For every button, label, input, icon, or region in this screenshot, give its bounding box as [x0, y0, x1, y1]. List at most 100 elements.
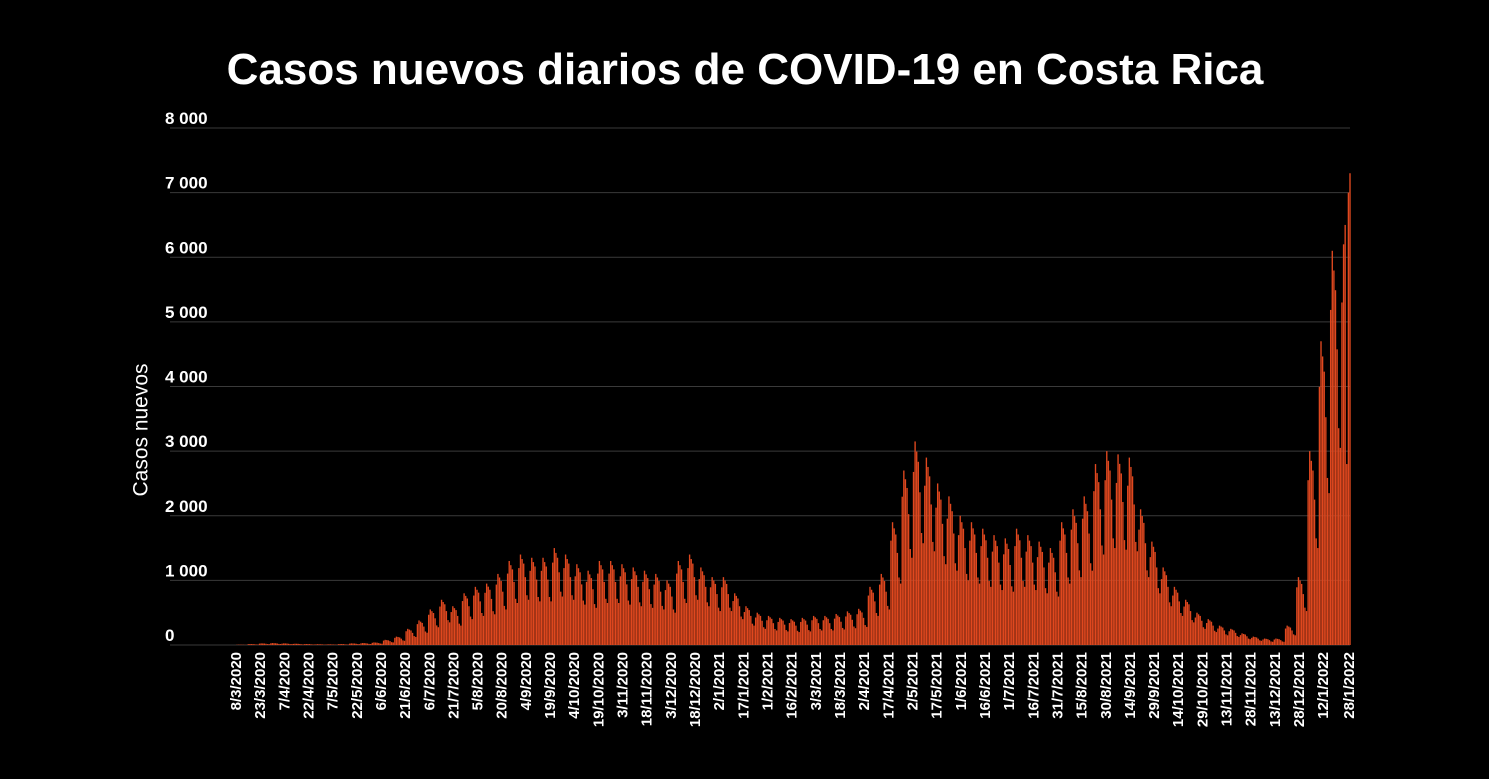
bar: [1106, 451, 1108, 645]
bar: [508, 560, 510, 645]
bar: [1040, 546, 1042, 645]
bar: [407, 628, 409, 645]
bar: [1165, 575, 1168, 645]
bar: [455, 610, 457, 645]
bar: [289, 644, 291, 645]
bar: [1114, 548, 1116, 645]
bar: [1310, 460, 1313, 645]
bar: [991, 551, 994, 645]
bar: [518, 568, 520, 645]
bar: [424, 631, 427, 645]
bar: [635, 575, 638, 645]
bar: [1102, 554, 1105, 645]
x-tick-label: 16/2/2021: [784, 652, 801, 719]
x-tick-label: 16/7/2021: [1025, 652, 1042, 719]
bar: [780, 619, 783, 645]
bar: [767, 615, 770, 645]
bar: [432, 613, 435, 645]
bar: [1291, 630, 1293, 645]
bar: [877, 615, 879, 645]
bar: [582, 600, 584, 645]
bar: [709, 587, 712, 645]
bar: [482, 615, 485, 645]
bar: [806, 624, 808, 645]
bar: [638, 602, 641, 645]
bar: [848, 613, 850, 645]
bar: [1289, 627, 1292, 645]
bar: [1036, 557, 1039, 645]
bar: [315, 644, 317, 645]
bar: [384, 639, 386, 645]
bar: [1020, 557, 1023, 645]
x-tick-label: 19/9/2020: [542, 652, 559, 719]
x-tick-label: 15/8/2021: [1074, 652, 1091, 719]
bar: [403, 640, 406, 645]
x-tick-label: 17/5/2021: [929, 652, 946, 719]
bar: [969, 540, 971, 645]
bar: [764, 628, 766, 645]
bar: [924, 485, 926, 645]
bar: [716, 594, 718, 645]
bar: [419, 621, 422, 645]
bar: [917, 461, 920, 645]
bar: [453, 608, 456, 645]
bar: [647, 578, 649, 645]
bar: [988, 581, 990, 645]
bar: [1072, 509, 1074, 645]
bar: [1267, 639, 1269, 645]
bar: [1328, 493, 1330, 645]
bar: [846, 611, 849, 645]
bar: [1239, 635, 1242, 645]
bar: [1170, 606, 1172, 645]
bar: [589, 574, 591, 645]
bar: [1197, 614, 1200, 645]
bar: [1210, 621, 1213, 645]
bar: [429, 609, 431, 645]
bar: [468, 606, 470, 645]
bar: [1151, 541, 1153, 645]
bar: [394, 637, 396, 645]
bar: [584, 604, 586, 645]
bar: [824, 615, 826, 645]
bar: [281, 643, 283, 645]
bar: [1325, 417, 1327, 645]
bar: [887, 605, 889, 645]
bar: [540, 570, 543, 645]
bar: [986, 557, 989, 645]
bar: [1280, 640, 1282, 645]
bar: [1025, 551, 1027, 645]
bar: [576, 564, 578, 645]
bar: [271, 643, 274, 645]
x-tick-label: 19/10/2020: [590, 652, 607, 727]
bar: [426, 632, 428, 645]
bar: [680, 569, 683, 645]
bar: [521, 559, 523, 645]
bar: [734, 593, 736, 645]
bar: [1317, 548, 1319, 645]
bar: [1064, 534, 1066, 645]
bar: [270, 643, 272, 645]
bar: [445, 611, 448, 645]
bar: [684, 598, 686, 645]
bar: [368, 643, 370, 645]
bar: [1231, 629, 1234, 645]
bar: [993, 535, 995, 645]
bar: [302, 644, 304, 645]
bar: [874, 601, 876, 645]
bar: [1199, 615, 1201, 645]
bar: [1297, 577, 1300, 645]
bar: [358, 644, 361, 645]
bar: [888, 609, 891, 645]
x-tick-label: 7/4/2020: [276, 652, 293, 710]
bar: [1152, 546, 1155, 645]
x-tick-label: 28/1/2022: [1341, 652, 1358, 719]
bar: [1062, 528, 1064, 645]
bar: [1191, 620, 1193, 645]
bar: [320, 644, 322, 645]
bar: [1046, 593, 1048, 645]
bar: [1331, 250, 1333, 645]
bar: [1260, 640, 1263, 645]
bar: [597, 573, 599, 645]
bar: [254, 644, 256, 645]
bar: [1069, 583, 1071, 645]
